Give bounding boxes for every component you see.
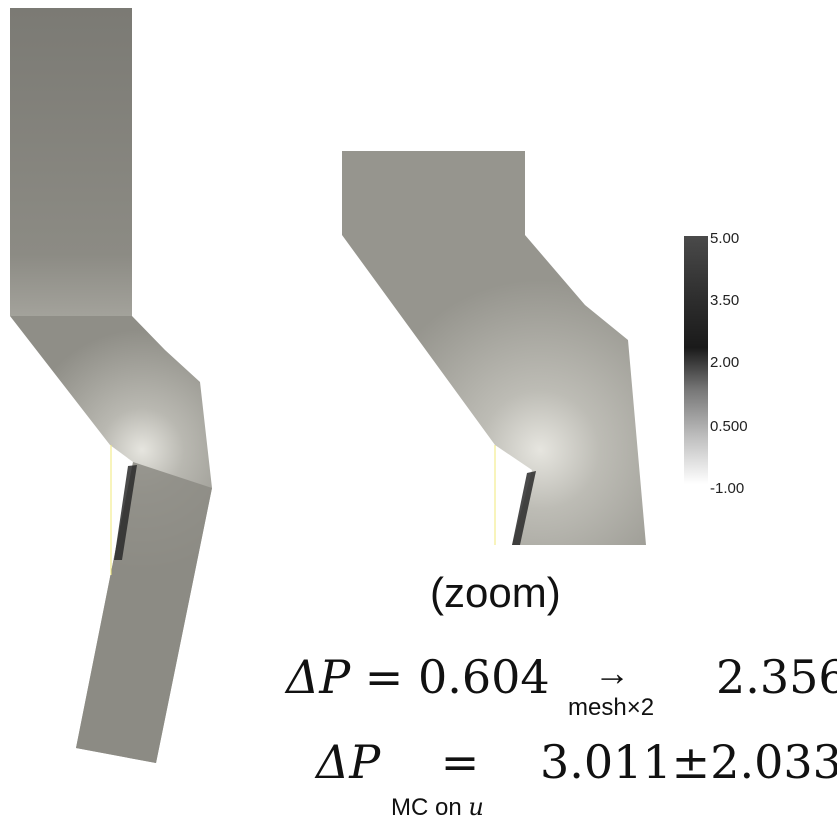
zoom-caption: (zoom) bbox=[430, 569, 561, 616]
zoom-bend-region bbox=[342, 151, 646, 545]
eq1-delta-p: ΔP bbox=[286, 650, 351, 704]
colorbar-tick-min: -1.00 bbox=[710, 480, 745, 497]
colorbar-tick-4: 0.500 bbox=[710, 418, 748, 435]
domain-full-view bbox=[10, 8, 212, 763]
colorbar-tick-max: 5.00 bbox=[710, 230, 740, 247]
eq1-equals: = bbox=[364, 650, 404, 704]
eq2-value: 3.011±2.033 bbox=[539, 735, 837, 789]
eq1-coarse-value: 0.604 bbox=[417, 650, 550, 704]
eq1-arrow: → bbox=[594, 652, 630, 693]
domain-outlet-channel bbox=[76, 462, 212, 763]
colorbar bbox=[684, 236, 708, 484]
domain-inlet-channel bbox=[10, 8, 132, 316]
colorbar-tick-2: 3.50 bbox=[710, 292, 740, 309]
domain-shadow-edge bbox=[114, 465, 137, 560]
zoom-shadow-edge bbox=[512, 471, 536, 545]
eq1-subscript: mesh×2 bbox=[568, 694, 655, 721]
equation-monte-carlo: ΔP = 3.011±2.033 bbox=[316, 735, 837, 789]
colorbar-tick-3: 2.00 bbox=[710, 354, 740, 371]
colorbar-gradient bbox=[684, 236, 708, 484]
eq2-subscript: MC on u bbox=[391, 793, 484, 822]
eq2-delta-p: ΔP bbox=[316, 735, 381, 789]
eq1-fine-value: 2.356 bbox=[716, 650, 837, 704]
domain-zoom-view bbox=[342, 151, 646, 545]
equation-mesh-refinement: ΔP = 0.604 bbox=[286, 650, 550, 704]
eq2-subscript-var: u bbox=[468, 793, 484, 821]
eq2-subscript-prefix: MC on bbox=[391, 794, 462, 821]
eq2-equals: = bbox=[440, 735, 480, 789]
